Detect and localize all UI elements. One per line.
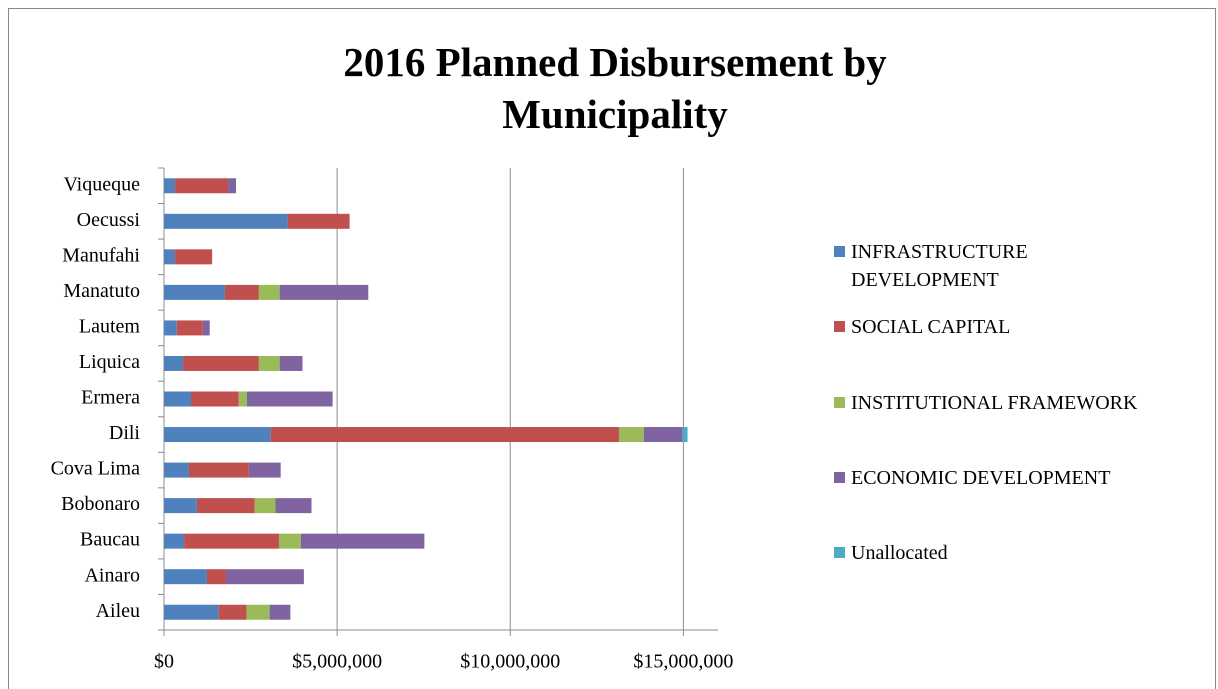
bar-segment (164, 604, 219, 620)
bar-segment (176, 320, 203, 336)
bar-segment (269, 604, 291, 620)
bar-segment (164, 498, 197, 514)
legend-swatch (834, 472, 845, 483)
x-tick-label: $10,000,000 (460, 651, 560, 673)
bar-segment (246, 391, 333, 407)
bar-segment (279, 284, 369, 300)
y-tick-label: Oecussi (77, 209, 141, 231)
y-tick-label: Ainaro (84, 564, 140, 586)
bar-segment (238, 391, 247, 407)
bar-segment (164, 355, 184, 371)
bar-segment (258, 355, 280, 371)
legend-item: Unallocated (834, 539, 1184, 567)
legend-item: INFRASTRUCTURE DEVELOPMENT (834, 238, 1184, 294)
bar-segment (254, 498, 276, 514)
bar-segment (275, 498, 312, 514)
bar-segment (643, 427, 683, 443)
bar-segment (175, 249, 213, 265)
bar-segment (164, 320, 177, 336)
legend-swatch (834, 547, 845, 558)
bar-segment (164, 462, 189, 478)
x-tick-label: $15,000,000 (633, 651, 733, 673)
bar-segment (270, 427, 619, 443)
bar-segment (225, 569, 304, 585)
bar-segment (164, 391, 192, 407)
legend-item: ECONOMIC DEVELOPMENT (834, 464, 1184, 492)
x-tick-label: $5,000,000 (292, 651, 382, 673)
legend-item: INSTITUTIONAL FRAMEWORK (834, 389, 1184, 417)
bar-segment (618, 427, 644, 443)
legend-swatch (834, 246, 845, 257)
chart-frame (8, 8, 1216, 689)
bar-segment (258, 284, 280, 300)
y-tick-label: Aileu (96, 600, 140, 622)
legend-label: Unallocated (851, 542, 948, 564)
y-tick-label: Cova Lima (51, 458, 141, 480)
legend-label: INSTITUTIONAL FRAMEWORK (851, 392, 1138, 414)
bar-segment (164, 284, 225, 300)
bar-segment (279, 355, 303, 371)
bar-segment (278, 533, 301, 549)
bar-segment (184, 533, 279, 549)
bar-segment (300, 533, 425, 549)
bar-segment (196, 498, 255, 514)
bar-segment (164, 213, 288, 229)
bar-segment (164, 569, 207, 585)
legend-label: INFRASTRUCTURE DEVELOPMENT (851, 241, 1028, 291)
legend-swatch (834, 321, 845, 332)
bar-segment (246, 604, 270, 620)
bar-segment (202, 320, 210, 336)
y-tick-label: Manufahi (62, 244, 140, 266)
bar-segment (224, 284, 259, 300)
bar-segment (682, 427, 688, 443)
y-tick-label: Lautem (79, 316, 141, 338)
bar-segment (183, 355, 259, 371)
y-tick-label: Bobonaro (61, 493, 140, 515)
y-tick-label: Viqueque (63, 173, 140, 195)
bar-segment (228, 178, 237, 194)
bar-segment (164, 427, 271, 443)
legend-swatch (834, 397, 845, 408)
bar-segment (175, 178, 229, 194)
legend-label: ECONOMIC DEVELOPMENT (851, 467, 1111, 489)
x-tick-label: $0 (154, 651, 174, 673)
bar-segment (287, 213, 350, 229)
bar-segment (248, 462, 281, 478)
bar-segment (164, 178, 176, 194)
y-tick-label: Baucau (80, 529, 140, 551)
y-tick-label: Liquica (79, 351, 140, 373)
legend-item: SOCIAL CAPITAL (834, 313, 1184, 341)
bar-segment (206, 569, 226, 585)
bar-segment (164, 249, 176, 265)
bar-segment (188, 462, 249, 478)
chart-title: 2016 Planned Disbursement by Municipalit… (343, 39, 887, 137)
y-tick-label: Manatuto (63, 280, 140, 302)
bar-segment (191, 391, 239, 407)
legend-label: SOCIAL CAPITAL (851, 316, 1011, 338)
y-tick-label: Ermera (81, 387, 140, 409)
bar-segment (218, 604, 247, 620)
bar-segment (164, 533, 185, 549)
y-tick-label: Dili (109, 422, 141, 444)
